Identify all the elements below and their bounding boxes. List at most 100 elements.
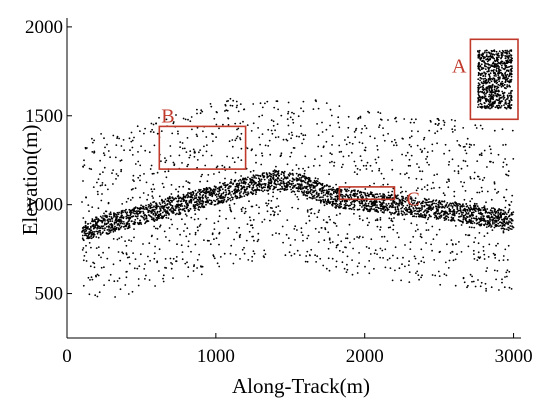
data-point <box>480 103 483 106</box>
data-point <box>511 225 513 228</box>
data-point <box>228 192 231 195</box>
data-point <box>368 210 371 213</box>
data-point <box>300 227 303 230</box>
data-point <box>272 172 275 175</box>
data-point <box>502 259 505 261</box>
data-point <box>425 222 428 224</box>
data-point <box>504 222 507 225</box>
data-point <box>383 202 385 204</box>
data-point <box>215 111 218 113</box>
data-point <box>507 244 510 247</box>
data-point <box>383 197 386 199</box>
data-point <box>277 180 279 183</box>
data-point <box>453 209 455 211</box>
data-point <box>122 252 125 255</box>
data-point <box>489 91 492 94</box>
data-point <box>508 75 510 78</box>
data-point <box>318 199 320 202</box>
data-point <box>359 169 361 171</box>
data-point <box>361 219 364 222</box>
data-point <box>283 185 286 187</box>
data-point <box>215 196 218 198</box>
data-point <box>433 213 435 215</box>
data-point <box>493 222 496 224</box>
data-point <box>477 103 480 106</box>
data-point <box>298 186 300 188</box>
data-point <box>216 165 219 168</box>
data-point <box>495 75 497 77</box>
annotation-boxes: ABC <box>158 38 519 210</box>
data-point <box>272 188 274 191</box>
data-point <box>103 222 106 225</box>
data-point <box>453 190 456 193</box>
data-point <box>150 211 153 213</box>
data-point <box>156 171 159 174</box>
data-point <box>173 164 176 167</box>
data-point <box>463 198 466 201</box>
data-point <box>113 223 116 225</box>
data-point <box>503 104 505 106</box>
data-point <box>393 217 395 219</box>
data-point <box>231 145 234 148</box>
data-point <box>494 212 497 215</box>
data-point <box>477 212 480 215</box>
data-point <box>194 233 197 236</box>
data-point <box>241 187 244 190</box>
data-point <box>138 208 141 211</box>
data-point <box>469 200 472 203</box>
data-point <box>82 217 85 219</box>
data-point <box>428 204 431 207</box>
data-point <box>495 63 498 66</box>
data-point <box>308 180 310 183</box>
data-point <box>247 192 250 195</box>
data-point <box>496 209 499 212</box>
data-point <box>469 176 472 178</box>
data-point <box>282 241 284 244</box>
data-point <box>502 222 504 225</box>
data-point <box>131 196 134 199</box>
data-point <box>142 192 145 194</box>
data-point <box>244 189 246 192</box>
data-point <box>335 260 338 263</box>
data-point <box>451 128 454 131</box>
data-point <box>344 195 347 198</box>
data-point <box>505 103 508 105</box>
data-point <box>510 65 513 68</box>
data-point <box>240 208 243 211</box>
data-point <box>148 242 151 245</box>
data-point <box>401 203 403 206</box>
data-point <box>421 208 423 211</box>
data-point <box>152 206 154 209</box>
data-point <box>395 141 397 144</box>
data-point <box>358 200 361 203</box>
data-point <box>324 200 327 202</box>
data-point <box>478 83 481 86</box>
data-point <box>100 256 102 259</box>
data-point <box>115 178 117 180</box>
data-point <box>127 220 130 223</box>
data-point <box>481 207 483 209</box>
data-point <box>335 183 337 186</box>
data-point <box>261 133 264 136</box>
data-point <box>176 243 178 246</box>
data-point <box>490 226 492 228</box>
data-point <box>489 224 492 226</box>
data-point <box>337 234 340 236</box>
data-point <box>407 264 410 266</box>
data-point <box>410 130 413 132</box>
data-point <box>492 50 495 52</box>
data-point <box>453 211 456 213</box>
data-point <box>191 191 194 193</box>
data-point <box>466 165 469 167</box>
data-point <box>363 149 366 152</box>
data-point <box>350 203 353 206</box>
data-point <box>229 252 232 255</box>
data-point <box>443 121 446 124</box>
data-point <box>359 155 362 158</box>
data-point <box>212 254 215 257</box>
data-point <box>477 97 480 100</box>
data-point <box>215 136 218 139</box>
data-point <box>165 214 168 217</box>
data-point <box>493 69 495 71</box>
data-point <box>456 208 459 211</box>
